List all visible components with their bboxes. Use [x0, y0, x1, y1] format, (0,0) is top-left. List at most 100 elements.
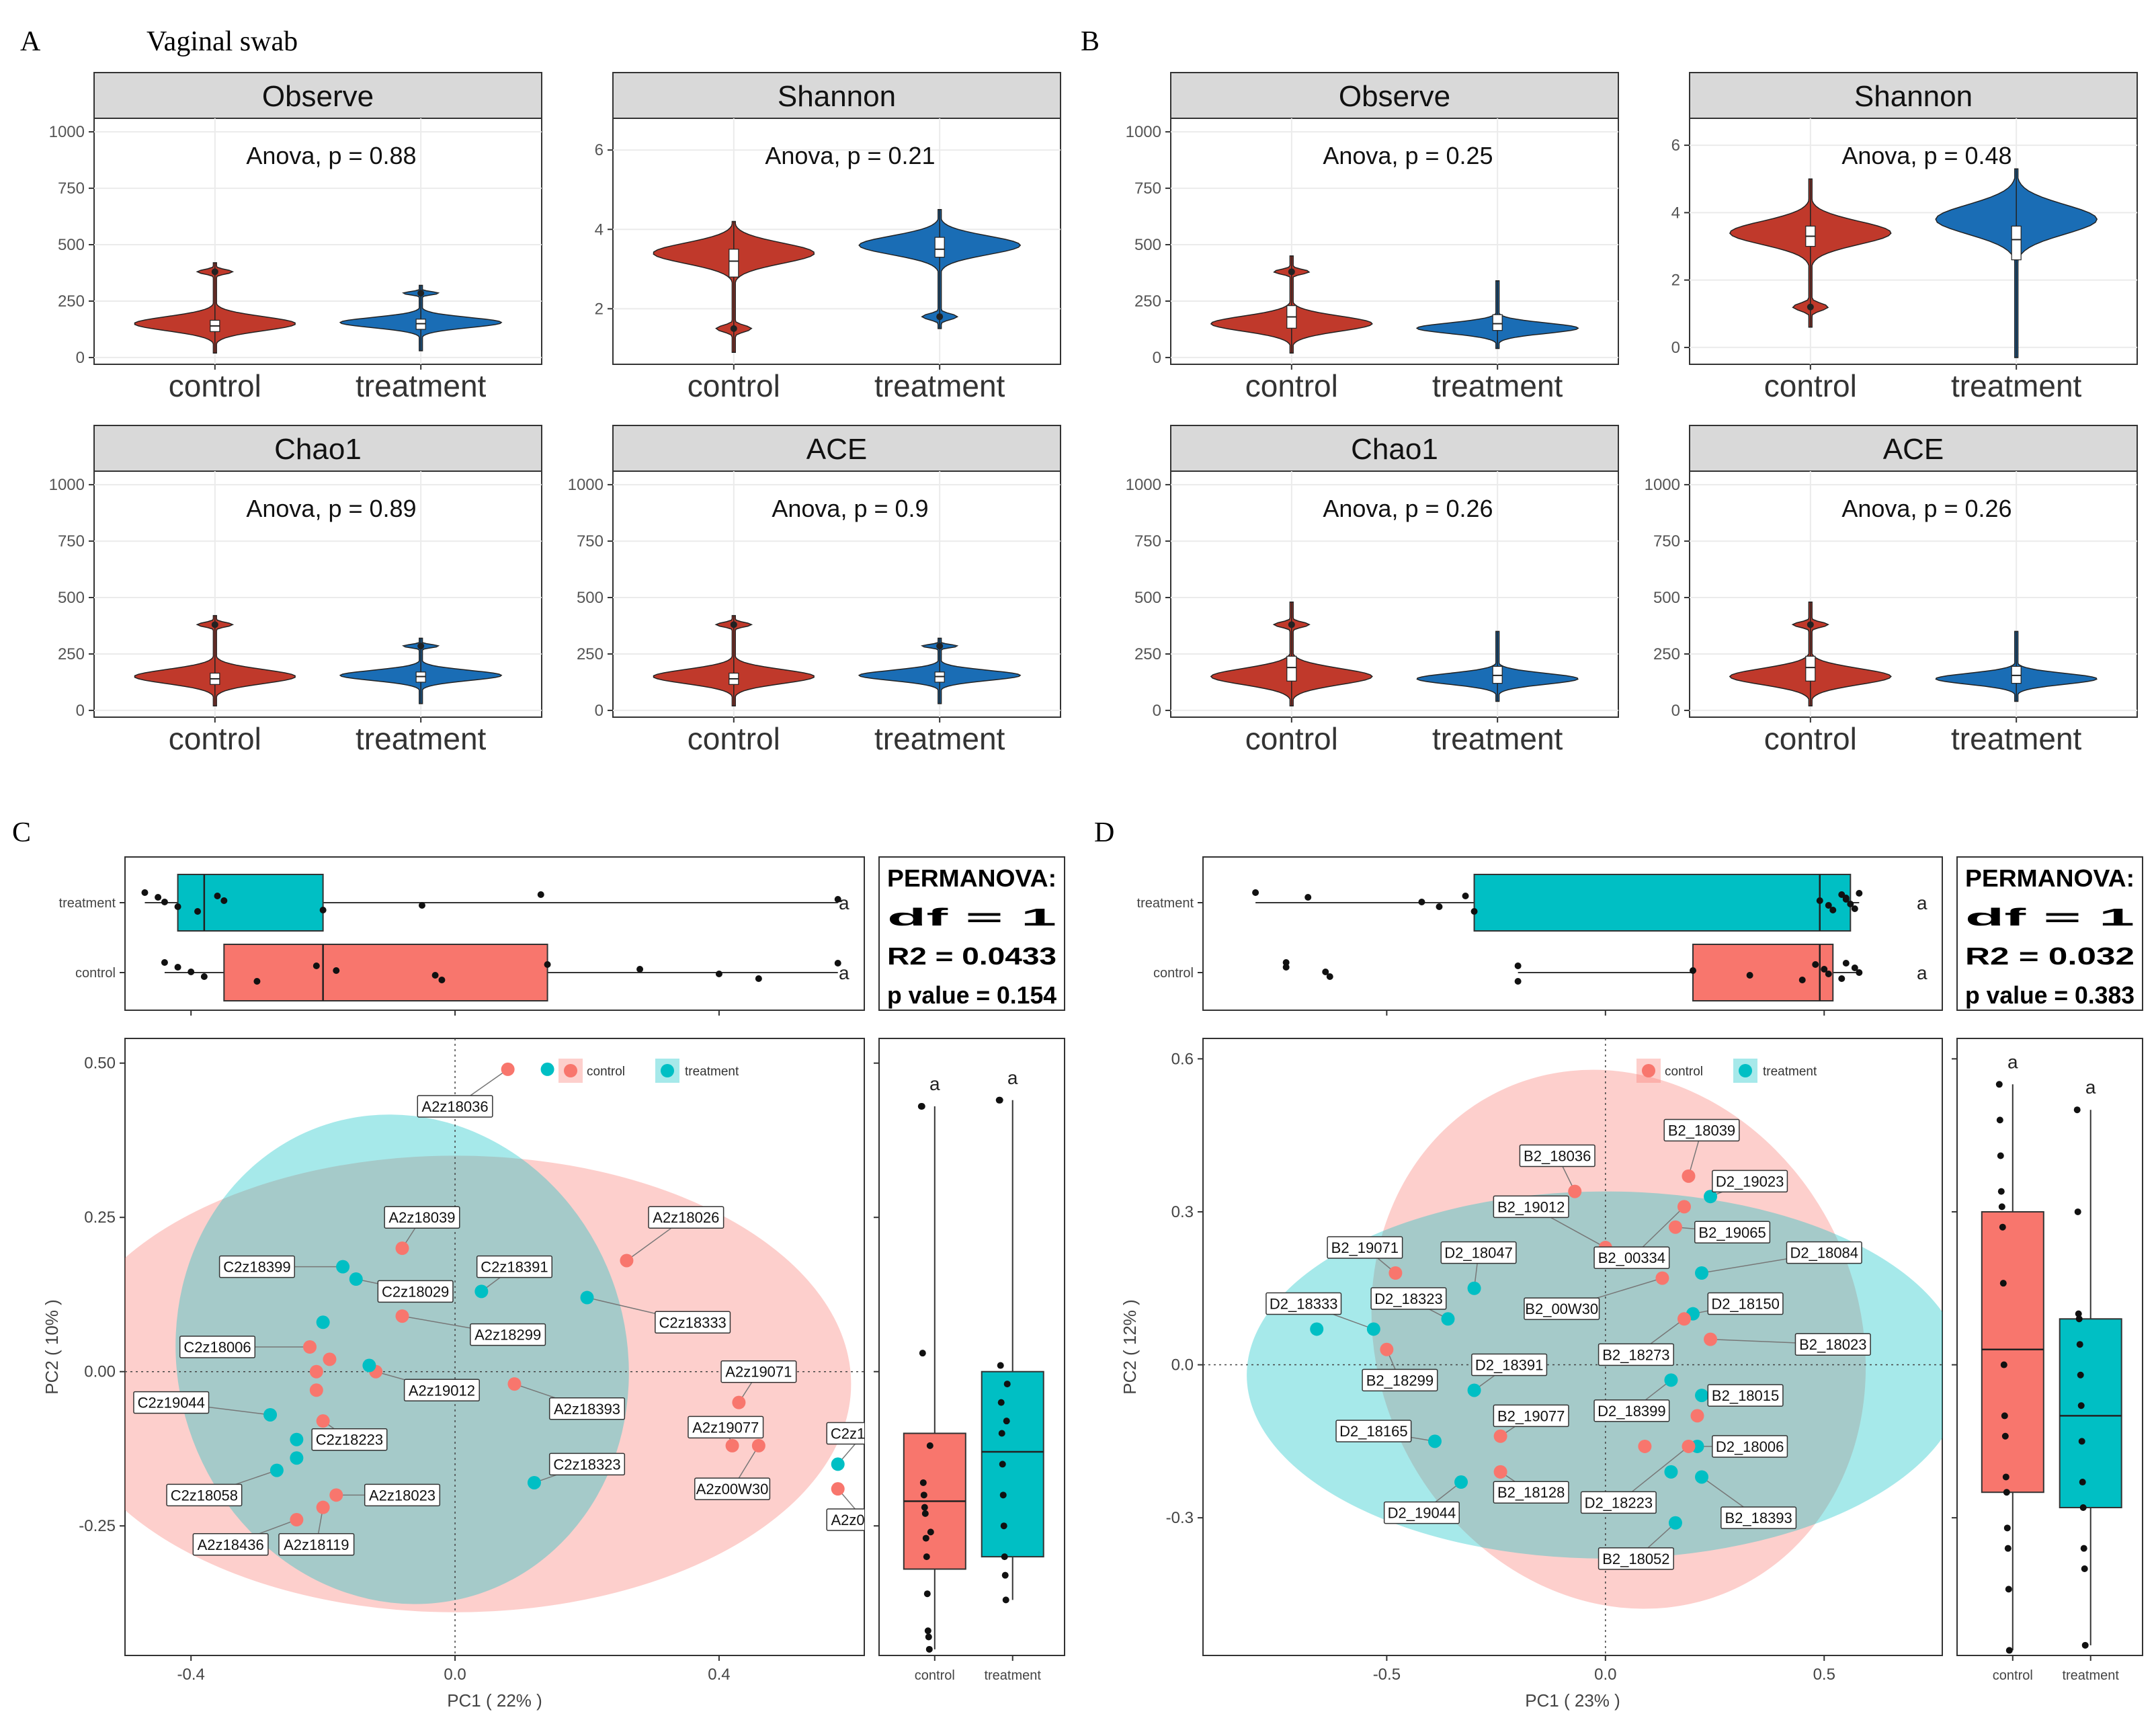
panel-label-a: A [20, 26, 41, 57]
top-point [418, 902, 425, 909]
point-label: D2_19044 [1388, 1505, 1456, 1522]
point-label: D2_18150 [1711, 1296, 1780, 1313]
y-tick-label: 0.50 [84, 1055, 116, 1073]
side-point [997, 1362, 1004, 1369]
top-point [1514, 962, 1522, 969]
scatter-point [1467, 1281, 1481, 1295]
side-point [997, 1399, 1005, 1406]
point-label-box [1712, 1170, 1788, 1193]
permanova-box [1956, 856, 2143, 1011]
anova-annotation: Anova, p = 0.88 [246, 142, 416, 169]
side-point [1000, 1522, 1007, 1530]
box [1492, 314, 1503, 331]
point-label: A2z00W30 [696, 1481, 769, 1498]
point-label-box [1598, 1547, 1674, 1570]
y-tick-label: 500 [1653, 589, 1680, 607]
side-x-label: control [915, 1668, 955, 1683]
x-tick-label: 0.0 [1594, 1666, 1616, 1684]
point-label: B2_00W30 [1525, 1301, 1598, 1317]
point-label-box [377, 1280, 454, 1303]
point-label-box [1266, 1292, 1342, 1315]
scatter-point [309, 1383, 323, 1397]
point-label: B2_19012 [1497, 1198, 1565, 1215]
side-point [925, 1645, 933, 1653]
scatter-point [329, 1488, 343, 1502]
side-sig-label: a [1007, 1067, 1018, 1088]
y-tick-label: 0 [76, 702, 85, 720]
top-point [220, 897, 228, 904]
ellipse-treatment [1247, 1191, 1942, 1559]
facet-strip [1170, 425, 1619, 472]
top-point [333, 967, 340, 974]
x-tick-label: treatment [1432, 368, 1563, 403]
facet-strip [1170, 72, 1619, 119]
top-point [1816, 897, 1823, 904]
facet-strip [93, 425, 542, 472]
top-point [1812, 961, 1819, 968]
violin-panel: Observe 0 250 500 750 1000 control treatment Ano… [1126, 72, 1619, 403]
point-label-box [476, 1255, 553, 1278]
permanova-line: df = 1 [1965, 903, 2134, 931]
scatter-point [290, 1451, 304, 1465]
anova-annotation: Anova, p = 0.9 [772, 495, 928, 522]
scatter-point [540, 1062, 554, 1076]
x-tick-label: 0.4 [708, 1666, 730, 1684]
scatter-point [1677, 1200, 1691, 1214]
top-point [1856, 969, 1863, 976]
legend-key-control [564, 1064, 577, 1077]
side-point [1997, 1188, 2005, 1195]
top-point [431, 972, 439, 979]
x-tick-label: -0.4 [177, 1666, 205, 1684]
y-tick-label: 750 [1653, 532, 1680, 550]
anova-annotation: Anova, p = 0.89 [246, 495, 416, 522]
y-tick-label: 500 [58, 236, 85, 254]
facet-title: ACE [1883, 433, 1944, 466]
y-tick-label: 6 [1671, 136, 1680, 155]
point-label-box [166, 1483, 243, 1507]
point-label-box [1593, 1399, 1670, 1422]
scatter-point [751, 1438, 765, 1452]
y-tick-label: -0.3 [1166, 1509, 1194, 1527]
side-point [2077, 1371, 2084, 1379]
top-point [200, 973, 208, 980]
point-label: A2z19071 [725, 1364, 792, 1381]
point-label-box [470, 1323, 546, 1346]
point-label: B2_18023 [1799, 1336, 1866, 1353]
outlier-point [936, 313, 944, 321]
point-label-box [417, 1095, 493, 1118]
side-point [2081, 1565, 2088, 1573]
permanova-line: R2 = 0.032 [1965, 942, 2134, 970]
point-label: B2_18128 [1497, 1484, 1565, 1501]
top-point [1851, 905, 1858, 912]
scatter-point [1310, 1322, 1324, 1336]
top-box-category: control [75, 966, 116, 981]
scatter-point [395, 1241, 409, 1256]
top-point [161, 959, 168, 966]
outlier-point [730, 621, 737, 628]
point-label-box [1519, 1144, 1595, 1167]
side-point [2003, 1524, 2011, 1532]
pca-panel: treatment a control a PERMANOVA: df = 1 R2 = 0… [1120, 856, 2143, 1711]
top-point [1829, 907, 1837, 913]
side-point [2001, 1412, 2008, 1420]
side-sig-label: a [929, 1073, 940, 1094]
point-label-box [1383, 1501, 1460, 1524]
scatter-point [263, 1407, 278, 1422]
top-point [1322, 969, 1329, 975]
top-point [1842, 960, 1850, 967]
box [729, 249, 739, 278]
y-tick-label: 750 [577, 532, 604, 550]
point-label-box [548, 1452, 626, 1476]
point-label-box [1720, 1506, 1797, 1529]
violin-panel: ACE 0 250 500 750 1000 control treatment Anova, … [568, 425, 1061, 756]
side-point [2078, 1438, 2085, 1445]
facet-strip [1689, 425, 2138, 472]
permanova-line: p value = 0.383 [1965, 981, 2134, 1009]
top-point [1825, 971, 1832, 977]
scatter-point [316, 1315, 330, 1329]
point-label-box [694, 1477, 771, 1500]
scatter-point [290, 1432, 304, 1446]
panel-label-b: B [1081, 26, 1100, 57]
side-x-label: treatment [2062, 1668, 2119, 1683]
y-tick-label: 1000 [1126, 123, 1161, 141]
